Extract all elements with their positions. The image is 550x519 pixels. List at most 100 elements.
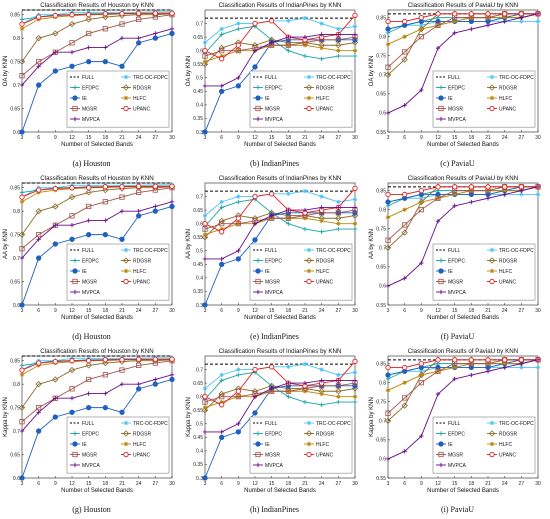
x-tick-label: 6 <box>37 135 40 141</box>
legend-label: TRC-OC-FDPC <box>316 248 351 254</box>
legend-marker <box>306 105 312 112</box>
data-point <box>302 361 308 367</box>
data-point <box>352 370 358 375</box>
data-point <box>201 234 209 241</box>
data-point <box>336 26 341 32</box>
data-point <box>235 394 241 400</box>
data-point <box>19 246 25 252</box>
data-point <box>535 365 541 370</box>
legend-label: FULL <box>82 75 94 81</box>
data-point <box>336 53 341 59</box>
series-line <box>388 359 538 368</box>
legend-label: HLFC <box>316 96 329 102</box>
y-tick-label: 0.35 <box>193 462 203 468</box>
series-line <box>204 36 356 57</box>
data-point <box>19 26 25 31</box>
data-point <box>36 59 42 65</box>
data-point <box>52 68 58 74</box>
legend-marker <box>306 451 312 458</box>
data-point <box>119 35 125 41</box>
chart-svg: Classification Results of Houston by KNN… <box>3 2 176 148</box>
chart-panel: Classification Results of IndianPines by… <box>183 0 366 173</box>
data-point <box>102 186 109 194</box>
series-line <box>204 363 356 389</box>
data-point <box>19 419 25 425</box>
data-point <box>153 377 158 382</box>
data-point <box>352 394 358 399</box>
data-point <box>68 366 76 374</box>
data-point <box>102 26 108 32</box>
data-point <box>19 367 25 373</box>
legend: FULL TRC-OC-FDPC EFDPC RDGSR IE HLFC MGSR UPANC… <box>432 243 536 301</box>
data-point <box>119 236 125 242</box>
x-tick-label: 15 <box>452 481 458 487</box>
legend-label: IE <box>265 442 270 448</box>
data-point <box>352 358 358 365</box>
legend-marker <box>305 257 313 264</box>
data-point <box>452 184 458 190</box>
data-point <box>236 194 241 199</box>
data-point <box>385 215 391 220</box>
data-point <box>152 356 158 362</box>
legend-label: EFDPC <box>265 258 282 264</box>
data-point <box>336 226 341 232</box>
legend-marker <box>489 105 495 112</box>
data-point <box>502 188 507 193</box>
data-point <box>36 14 42 20</box>
legend-label: HLFC <box>499 269 512 275</box>
y-tick-label: 0.35 <box>193 289 203 295</box>
data-point <box>36 428 42 434</box>
legend-marker <box>255 289 261 295</box>
data-point <box>35 34 42 42</box>
y-tick-label: 0.85 <box>376 188 386 194</box>
data-point <box>502 365 507 370</box>
data-point <box>535 357 541 363</box>
data-point <box>435 368 441 374</box>
data-point <box>269 191 275 197</box>
series-line <box>387 359 538 376</box>
legend-label: UPANC <box>499 106 517 112</box>
legend-label: TRC-OC-FDPC <box>499 248 534 254</box>
data-point <box>152 10 158 16</box>
x-tick-label: 30 <box>535 135 541 141</box>
data-point <box>418 380 424 386</box>
y-tick-label: 0.6 <box>196 221 203 227</box>
legend-label: UPANC <box>316 279 334 285</box>
data-point <box>202 226 208 232</box>
data-point <box>336 399 341 405</box>
y-axis-label: Kappa by KNN <box>369 397 375 437</box>
data-point <box>468 184 474 190</box>
chart-panel: Classification Results of PaviaU by KNN 0… <box>366 0 549 173</box>
series-mgsr <box>202 380 358 405</box>
chart-svg: Classification Results of IndianPines by… <box>186 348 359 494</box>
data-point <box>384 71 392 78</box>
data-point <box>319 367 324 372</box>
chart-title: Classification Results of Houston by KNN <box>40 175 153 182</box>
data-point <box>402 395 408 401</box>
legend-label: RDGSR <box>133 431 151 437</box>
panel-caption: (g) Houston <box>72 505 111 514</box>
y-axis-label: Kappa by KNN <box>3 397 9 437</box>
data-point <box>385 64 391 70</box>
legend-marker <box>488 257 496 264</box>
legend-label: HLFC <box>133 269 146 275</box>
data-point <box>202 232 208 237</box>
x-tick-label: 15 <box>269 308 275 314</box>
data-point <box>236 21 241 26</box>
y-tick-label: 0.3 <box>196 130 203 136</box>
y-tick-label: 0.65 <box>376 92 386 98</box>
data-point <box>36 255 42 261</box>
y-tick-label: 0.55 <box>193 62 203 68</box>
data-point <box>53 223 58 228</box>
x-tick-label: 6 <box>403 308 406 314</box>
data-point <box>36 237 41 242</box>
data-point <box>252 237 258 243</box>
data-point <box>35 380 42 388</box>
data-point <box>286 394 291 399</box>
y-tick-label: 0.65 <box>193 208 203 214</box>
data-point <box>152 183 158 189</box>
data-point <box>252 394 258 399</box>
legend-label: FULL <box>82 248 94 254</box>
legend-label: IE <box>448 269 453 275</box>
data-point <box>19 73 25 79</box>
